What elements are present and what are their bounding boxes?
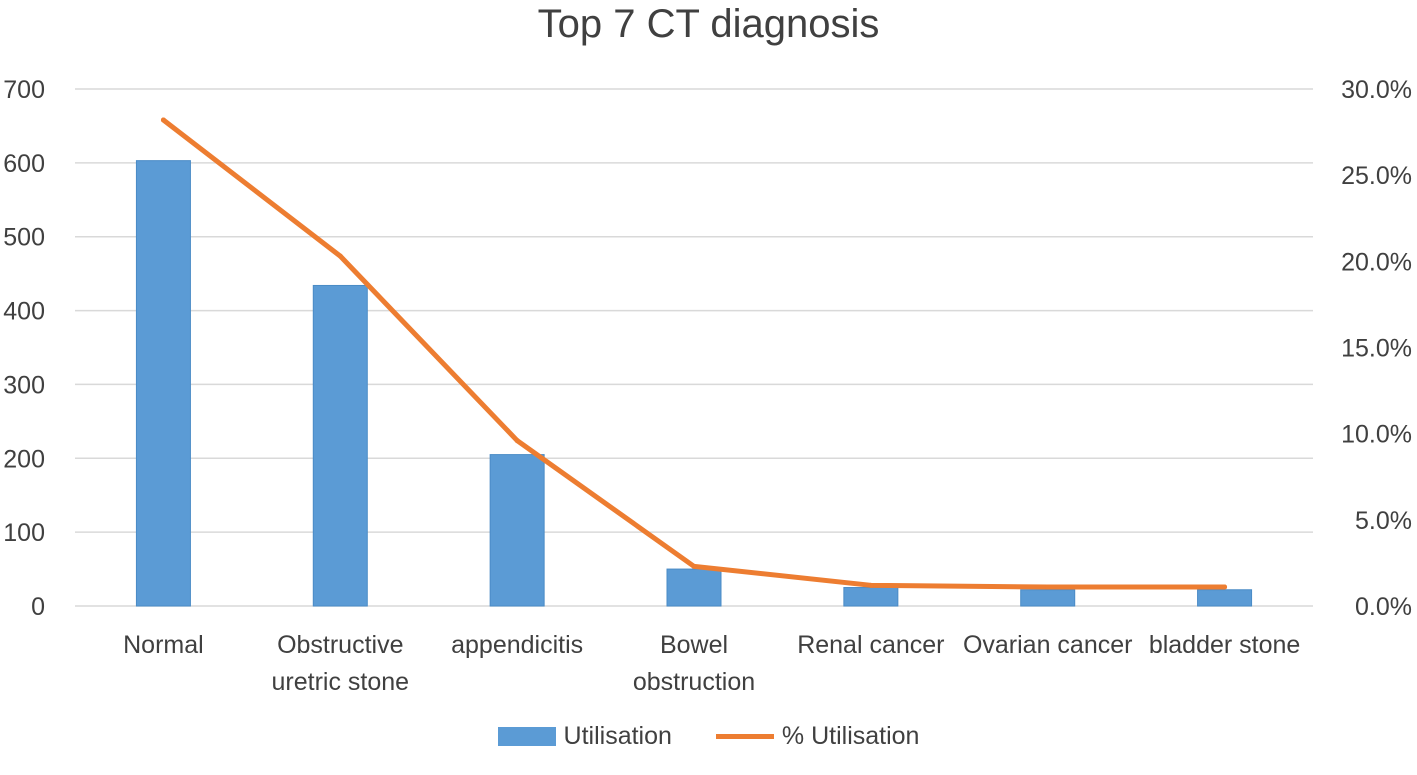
y-right-tick-label: 5.0%	[1355, 507, 1412, 535]
bar	[843, 587, 899, 607]
chart-legend: Utilisation % Utilisation	[0, 722, 1417, 751]
legend-label-percent-utilisation: % Utilisation	[781, 722, 920, 750]
line-point	[160, 117, 166, 123]
bar	[666, 568, 722, 607]
x-tick-label: obstruction	[633, 668, 755, 696]
y-left-tick-label: 600	[3, 150, 45, 178]
y-left-tick-label: 700	[3, 76, 45, 104]
y-left-tick-label: 400	[3, 298, 45, 326]
legend-swatch-utilisation	[497, 727, 556, 746]
bar	[1197, 589, 1253, 607]
x-tick-label: Renal cancer	[797, 631, 944, 659]
y-right-tick-label: 25.0%	[1341, 162, 1412, 190]
legend-label-utilisation: Utilisation	[563, 722, 672, 750]
bar	[1020, 589, 1076, 607]
bar	[135, 160, 191, 607]
y-right-tick-label: 15.0%	[1341, 335, 1412, 363]
legend-item-percent-utilisation: % Utilisation	[715, 722, 920, 751]
line-point	[337, 253, 343, 259]
y-left-tick-label: 100	[3, 519, 45, 547]
legend-swatch-percent-utilisation	[715, 734, 774, 739]
y-left-tick-label: 200	[3, 445, 45, 473]
chart-plot: 0 100 200 300 400 500 600 700 0.0% 5.0% 10.0% 15.0%…	[3, 76, 1412, 696]
line-point	[691, 563, 697, 569]
x-tick-label: Bowel	[660, 631, 728, 659]
y-right-tick-label: 10.0%	[1341, 421, 1412, 449]
line-point	[868, 582, 874, 588]
line-point	[1222, 584, 1228, 590]
bar	[312, 284, 368, 607]
y-left-tick-label: 0	[31, 593, 45, 621]
x-tick-label: appendicitis	[451, 631, 583, 659]
y-right-tick-label: 0.0%	[1355, 593, 1412, 621]
line-point	[1045, 584, 1051, 590]
y-left-tick-label: 500	[3, 224, 45, 252]
x-tick-label: Ovarian cancer	[963, 631, 1133, 659]
bar	[489, 454, 545, 607]
chart-title: Top 7 CT diagnosis	[537, 2, 880, 46]
legend-item-utilisation: Utilisation	[497, 722, 672, 751]
y-right-tick-label: 20.0%	[1341, 248, 1412, 276]
x-tick-label: Obstructive	[277, 631, 403, 659]
x-tick-label: uretric stone	[272, 668, 410, 696]
x-tick-label: Normal	[123, 631, 204, 659]
x-tick-label: bladder stone	[1149, 631, 1301, 659]
y-right-tick-label: 30.0%	[1341, 76, 1412, 104]
line-point	[514, 438, 520, 444]
y-left-tick-label: 300	[3, 371, 45, 399]
